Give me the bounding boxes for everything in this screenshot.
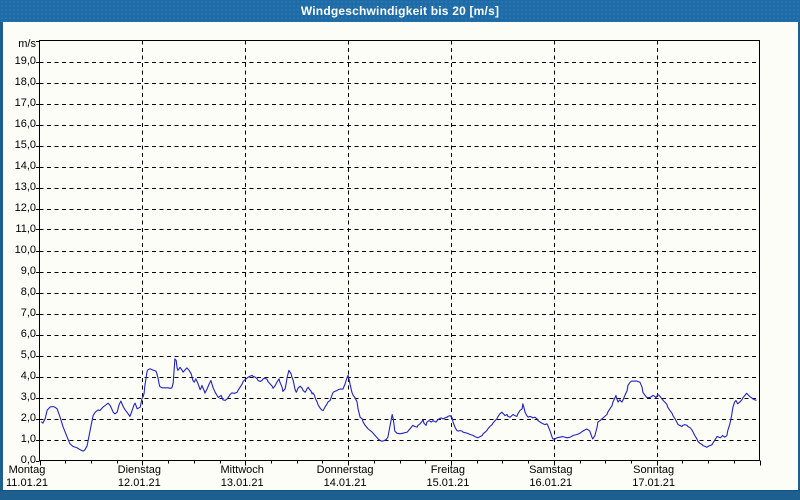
plot-border [39,40,760,461]
title-bar: Windgeschwindigkeit bis 20 [m/s] [0,0,800,22]
chart-background [0,22,800,490]
chart-title: Windgeschwindigkeit bis 20 [m/s] [300,4,500,18]
bottom-bar [0,490,800,500]
wind-speed-line [40,358,757,452]
